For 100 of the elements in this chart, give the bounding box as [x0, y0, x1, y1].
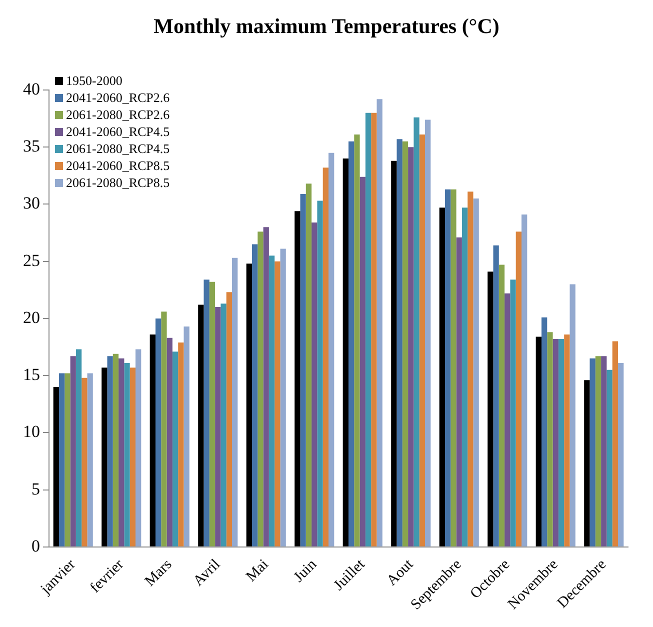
- y-tick-label: 5: [32, 479, 40, 498]
- bar: [522, 214, 528, 546]
- bar: [107, 356, 113, 546]
- bar: [161, 312, 167, 546]
- bar: [118, 358, 124, 546]
- bar: [595, 356, 602, 546]
- bar: [226, 292, 232, 546]
- bar: [462, 208, 468, 546]
- y-tick-label: 25: [23, 250, 40, 270]
- bar: [268, 256, 275, 546]
- bar: [414, 117, 420, 546]
- bar: [468, 192, 474, 546]
- bar: [612, 341, 618, 546]
- bar: [450, 189, 456, 546]
- bar: [360, 176, 366, 546]
- bar: [342, 158, 348, 546]
- legend-label: 2061-2080_RCP4.5: [65, 140, 170, 157]
- bar: [376, 99, 382, 546]
- y-tick-label: 20: [23, 308, 40, 327]
- y-tick-label: 30: [23, 194, 40, 213]
- bar: [87, 373, 93, 546]
- bar: [220, 304, 226, 546]
- bar: [354, 134, 360, 546]
- bar: [541, 317, 548, 546]
- bar: [124, 363, 130, 546]
- bar: [391, 160, 397, 546]
- bar: [510, 280, 516, 546]
- bar: [232, 258, 238, 546]
- bar: [547, 332, 553, 546]
- bar: [263, 227, 269, 546]
- x-tick-label: Mai: [243, 556, 272, 585]
- bar: [402, 141, 408, 546]
- bar: [536, 336, 542, 546]
- bar: [498, 264, 505, 546]
- chart-title: Monthly maximum Temperatures (°C): [152, 14, 500, 39]
- bar: [294, 211, 300, 546]
- bar: [184, 326, 190, 546]
- bar: [493, 245, 499, 546]
- y-tick-label: 40: [23, 79, 40, 98]
- bar: [130, 368, 136, 546]
- bar: [300, 194, 306, 546]
- bar: [172, 352, 178, 546]
- bar: [82, 378, 88, 546]
- legend-label: 2061-2080_RCP8.5: [65, 174, 170, 191]
- bar: [112, 354, 119, 546]
- legend-label: 2041-2060_RCP4.5: [65, 123, 170, 140]
- legend-label: 1950-2000: [65, 72, 124, 89]
- legend-label: 2041-2060_RCP8.5: [65, 157, 170, 174]
- bar: [516, 232, 522, 546]
- bar: [473, 198, 479, 546]
- bar: [439, 208, 445, 546]
- bar: [58, 373, 65, 546]
- bar: [456, 237, 462, 546]
- bar: [198, 304, 204, 546]
- bar: [312, 222, 318, 546]
- legend-label: 2041-2060_RCP2.6: [65, 89, 170, 106]
- bar: [606, 370, 612, 546]
- bar: [280, 248, 286, 546]
- bar: [365, 112, 372, 546]
- bar: [215, 307, 221, 546]
- bar: [102, 368, 108, 546]
- bar: [444, 189, 451, 546]
- bar: [396, 139, 402, 546]
- bar: [408, 147, 414, 546]
- bar: [590, 358, 596, 546]
- bar: [564, 334, 570, 546]
- bar: [425, 120, 431, 546]
- bar: [371, 112, 377, 546]
- bar: [150, 334, 156, 546]
- x-tick-label: Juin: [290, 556, 320, 586]
- bar: [209, 282, 216, 546]
- bar: [552, 339, 558, 546]
- y-tick-label: 15: [23, 365, 40, 384]
- bar: [252, 244, 258, 546]
- bar: [136, 349, 142, 546]
- x-tick-label: Aout: [384, 556, 418, 590]
- bar: [328, 152, 334, 546]
- bar: [348, 141, 354, 546]
- bar: [618, 363, 624, 546]
- bar: [504, 293, 510, 546]
- legend-label: 2061-2080_RCP2.6: [65, 106, 170, 123]
- bar: [166, 338, 172, 546]
- bar: [306, 184, 312, 546]
- bar: [488, 272, 494, 546]
- y-tick-label: 35: [23, 136, 40, 156]
- bar: [204, 280, 210, 546]
- x-tick-label: Mars: [142, 556, 176, 590]
- bar: [317, 200, 323, 546]
- bar: [155, 318, 162, 546]
- bar: [64, 373, 70, 546]
- bar: [570, 284, 576, 546]
- bar: [53, 386, 59, 546]
- y-tick-label: 0: [32, 536, 40, 556]
- bar: [419, 134, 426, 546]
- bar: [246, 264, 252, 546]
- bar: [274, 261, 280, 546]
- bar: [322, 168, 329, 546]
- bar: [70, 356, 76, 546]
- bar: [584, 380, 590, 546]
- y-tick-label: 10: [23, 422, 40, 442]
